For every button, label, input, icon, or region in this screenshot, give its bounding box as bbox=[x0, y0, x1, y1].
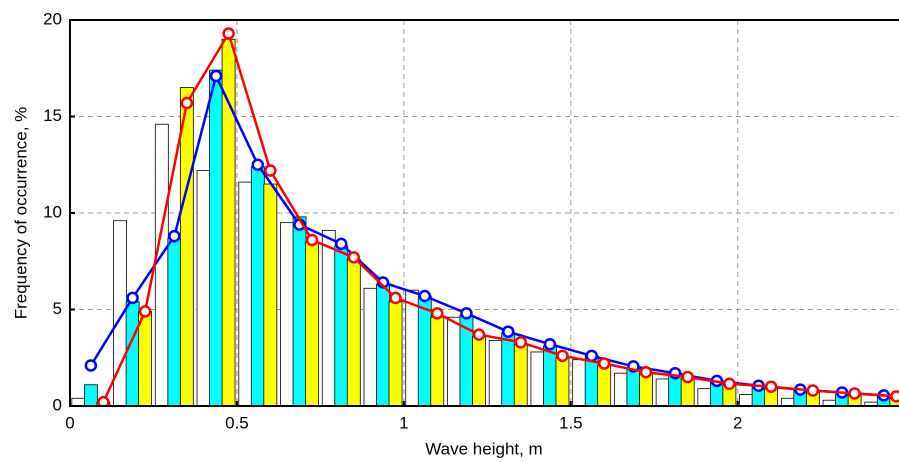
axes: 0 5 10 15 20 0 0.5 1 1.5 2 bbox=[43, 9, 899, 432]
marker bbox=[168, 229, 181, 243]
marker bbox=[264, 164, 277, 177]
bar bbox=[196, 170, 211, 407]
bar bbox=[555, 357, 570, 407]
x-axis-label: Wave height, m bbox=[425, 439, 542, 458]
marker bbox=[501, 325, 515, 338]
marker bbox=[222, 27, 235, 40]
marker bbox=[848, 387, 861, 400]
marker bbox=[556, 349, 569, 363]
bar bbox=[179, 87, 194, 407]
x-tick-label: 1.5 bbox=[559, 413, 583, 432]
marker bbox=[431, 307, 444, 320]
bar bbox=[363, 287, 378, 407]
marker bbox=[764, 380, 778, 393]
bar bbox=[572, 359, 587, 407]
marker bbox=[681, 370, 694, 384]
x-tick-label: 0 bbox=[65, 413, 74, 432]
y-tick-label: 0 bbox=[53, 395, 62, 414]
marker bbox=[472, 328, 486, 341]
bar bbox=[655, 378, 670, 407]
marker bbox=[180, 96, 194, 110]
bar bbox=[597, 365, 612, 407]
marker bbox=[209, 69, 223, 83]
bar bbox=[292, 216, 307, 407]
marker bbox=[460, 307, 473, 320]
bar bbox=[739, 394, 753, 407]
bar bbox=[697, 388, 712, 407]
x-tick-label: 1 bbox=[399, 413, 408, 432]
bar bbox=[125, 301, 140, 407]
marker bbox=[84, 359, 98, 372]
y-tick-label: 20 bbox=[43, 9, 62, 28]
marker bbox=[138, 305, 152, 318]
bar bbox=[447, 316, 461, 407]
marker bbox=[514, 336, 527, 349]
x-tick-label: 0.5 bbox=[225, 413, 249, 432]
bar bbox=[209, 69, 223, 407]
bar bbox=[167, 237, 182, 407]
marker bbox=[335, 237, 348, 251]
bar bbox=[334, 245, 349, 407]
axis-frame bbox=[69, 19, 899, 407]
bar bbox=[346, 258, 361, 407]
marker bbox=[543, 337, 557, 351]
bar bbox=[405, 289, 420, 407]
marker bbox=[890, 390, 899, 403]
marker bbox=[806, 384, 820, 397]
marker bbox=[418, 289, 431, 303]
bar bbox=[780, 397, 795, 407]
bar bbox=[71, 397, 86, 407]
bar bbox=[376, 284, 390, 407]
bar bbox=[280, 222, 294, 407]
bar bbox=[626, 366, 641, 407]
line bbox=[102, 30, 897, 403]
x-tick-label: 2 bbox=[733, 413, 742, 432]
marker bbox=[251, 158, 265, 171]
bar bbox=[238, 181, 253, 407]
y-tick-label: 15 bbox=[43, 106, 62, 125]
bar bbox=[530, 351, 545, 407]
bar bbox=[305, 241, 319, 407]
bar bbox=[417, 295, 432, 407]
bar bbox=[543, 345, 557, 407]
bar bbox=[613, 372, 628, 407]
bar bbox=[250, 166, 265, 407]
bar bbox=[472, 336, 486, 407]
bar bbox=[501, 332, 516, 407]
bar bbox=[430, 316, 445, 407]
bar bbox=[584, 355, 599, 407]
marker bbox=[723, 377, 736, 391]
bar bbox=[321, 229, 336, 407]
bar bbox=[154, 123, 169, 407]
marker bbox=[305, 233, 319, 247]
plot-area bbox=[71, 27, 899, 407]
y-tick-label: 10 bbox=[43, 202, 62, 221]
marker bbox=[347, 251, 361, 264]
marker bbox=[389, 291, 402, 305]
marker bbox=[126, 291, 139, 305]
bar bbox=[388, 301, 403, 407]
marker bbox=[97, 395, 110, 407]
marker bbox=[597, 357, 611, 370]
bar bbox=[138, 311, 153, 407]
y-axis-label: Frequency of occurrence, % bbox=[11, 107, 30, 320]
bar bbox=[513, 343, 528, 407]
marker bbox=[639, 365, 653, 379]
bar bbox=[488, 339, 503, 407]
bar bbox=[263, 183, 278, 407]
bar bbox=[83, 384, 98, 407]
y-tick-label: 5 bbox=[53, 299, 62, 318]
